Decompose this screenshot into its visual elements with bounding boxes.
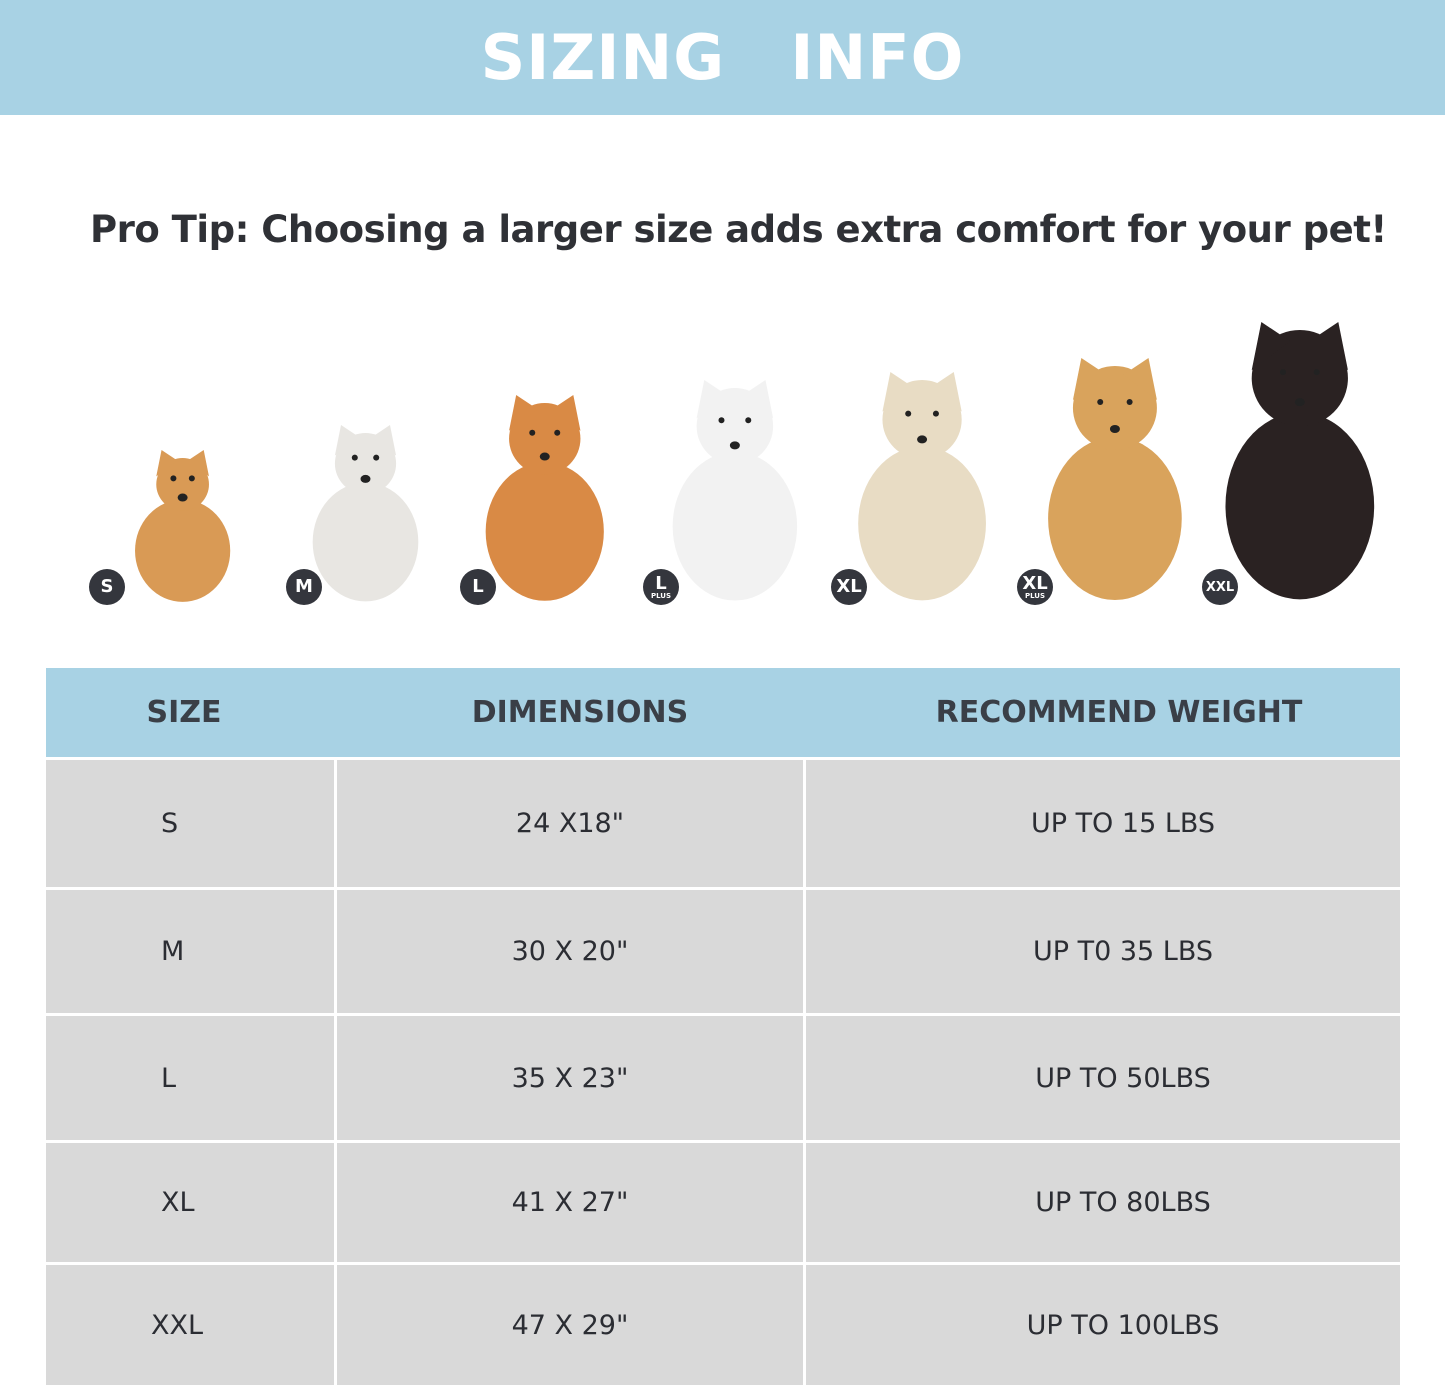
- table-row: XL 41 X 27" UP TO 80LBS: [46, 1140, 1400, 1262]
- border-collie-icon: [672, 380, 798, 601]
- badge-label: S: [100, 576, 114, 597]
- page-title: SIZING INFO: [480, 21, 965, 94]
- dimensions-cell: 35 X 23": [337, 1016, 806, 1140]
- badge-label: M: [295, 576, 313, 597]
- badge-label: XL: [1022, 572, 1048, 594]
- badge-label: L: [655, 572, 667, 594]
- weight-cell: UP TO 50LBS: [1035, 1062, 1211, 1094]
- badge-label: XXL: [1205, 579, 1235, 595]
- doberman-icon: [1225, 322, 1375, 600]
- table-row: L 35 X 23" UP TO 50LBS: [46, 1013, 1400, 1140]
- dimensions-cell: 41 X 27": [337, 1143, 806, 1262]
- size-cell: L: [46, 1016, 337, 1140]
- french-bulldog-icon: [312, 425, 418, 602]
- table-row: XXL 47 X 29" UP TO 100LBS: [46, 1262, 1400, 1385]
- size-cell: XXL: [46, 1265, 337, 1385]
- table-header: SIZE DIMENSIONS RECOMMEND WEIGHT: [46, 668, 1400, 757]
- golden-retriever-icon: [1048, 358, 1182, 601]
- size-badge: XXL: [1202, 569, 1238, 605]
- header-dimensions: DIMENSIONS: [471, 695, 689, 730]
- table-row: S 24 X18" UP TO 15 LBS: [46, 757, 1400, 887]
- dimensions-cell: 30 X 20": [337, 890, 806, 1013]
- weight-cell: UP TO 100LBS: [1026, 1309, 1220, 1341]
- size-cell: XL: [46, 1143, 337, 1262]
- size-badge: S: [89, 569, 125, 605]
- weight-cell: UP TO 15 LBS: [1030, 808, 1216, 839]
- labrador-icon: [858, 372, 986, 601]
- size-table: SIZE DIMENSIONS RECOMMEND WEIGHT S 24 X18…: [46, 668, 1400, 1385]
- badge-sub-label: PLUS: [1024, 591, 1046, 600]
- table-row: M 30 X 20" UP T0 35 LBS: [46, 887, 1400, 1013]
- size-badge: XL PLUS: [1017, 569, 1053, 605]
- dimensions-cell: 24 X18": [337, 760, 806, 887]
- weight-cell: UP TO 80LBS: [1035, 1187, 1211, 1218]
- size-cell: S: [46, 760, 337, 887]
- pro-tip: Pro Tip: Choosing a larger size adds ext…: [90, 208, 1387, 251]
- size-cell: M: [46, 890, 337, 1013]
- header-size: SIZE: [146, 695, 222, 730]
- size-badge: L: [460, 569, 496, 605]
- weight-cell: UP T0 35 LBS: [1032, 936, 1214, 967]
- badge-label: XL: [836, 576, 862, 597]
- badge-label: L: [472, 576, 484, 597]
- dimensions-cell: 47 X 29": [337, 1265, 806, 1385]
- badge-sub-label: PLUS: [650, 591, 672, 600]
- header-weight: RECOMMEND WEIGHT: [935, 695, 1303, 730]
- title-banner: SIZING INFO: [0, 0, 1445, 115]
- size-badge: XL: [831, 569, 867, 605]
- dog-size-lineup: S M L L PLUS XL XL PLUS XXL: [0, 310, 1445, 620]
- pomeranian-icon: [135, 450, 231, 602]
- size-badge: M: [286, 569, 322, 605]
- size-badge: L PLUS: [643, 569, 679, 605]
- shiba-inu-icon: [485, 395, 605, 601]
